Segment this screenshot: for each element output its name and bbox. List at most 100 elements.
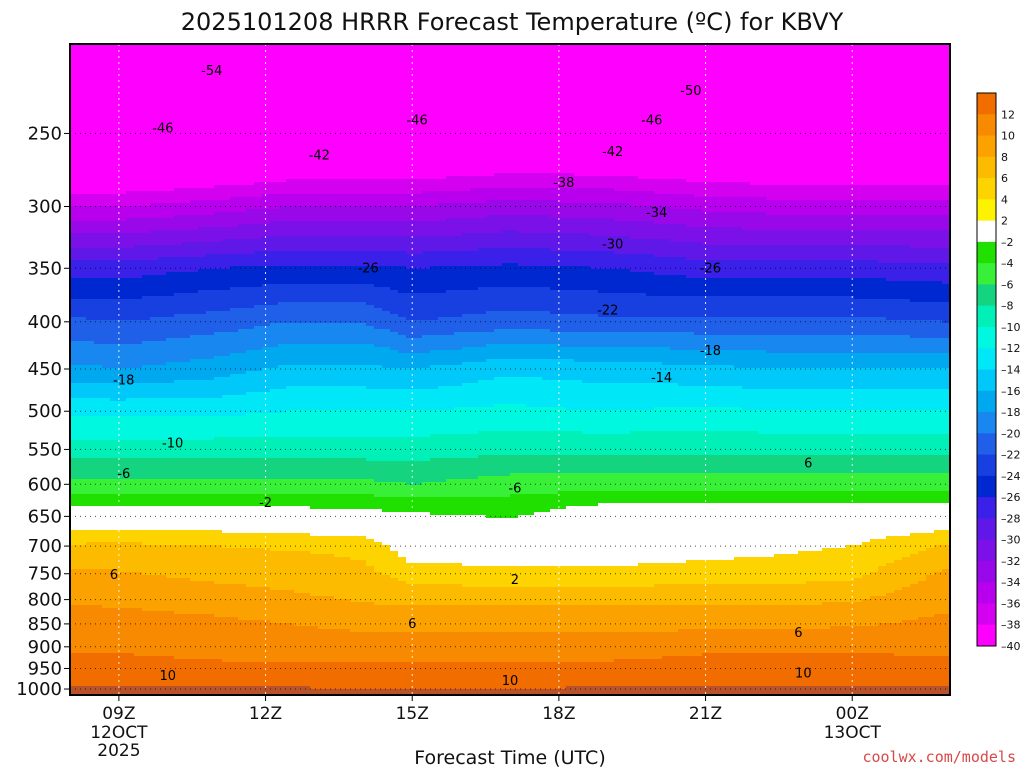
temperature-cell xyxy=(86,305,95,309)
temperature-cell xyxy=(78,416,87,420)
temperature-cell xyxy=(86,119,95,123)
temperature-cell xyxy=(86,587,95,591)
temperature-cell xyxy=(94,191,103,195)
plot-area xyxy=(70,44,950,695)
temperature-cell xyxy=(94,254,103,258)
temperature-cell xyxy=(94,392,103,396)
temperature-cell xyxy=(86,146,95,150)
temperature-cell xyxy=(94,506,103,510)
temperature-cell xyxy=(78,320,87,324)
temperature-cell xyxy=(94,440,103,444)
temperature-cell xyxy=(78,425,87,429)
temperature-cell xyxy=(70,527,79,531)
temperature-cell xyxy=(78,659,87,663)
temperature-cell xyxy=(70,485,79,489)
temperature-cell xyxy=(94,347,103,351)
temperature-cell xyxy=(78,518,87,522)
temperature-cell xyxy=(78,281,87,285)
temperature-cell xyxy=(70,341,79,345)
temperature-cell xyxy=(86,662,95,666)
temperature-cell xyxy=(78,89,87,93)
temperature-cell xyxy=(94,98,103,102)
temperature-cell xyxy=(70,596,79,600)
temperature-cell xyxy=(94,443,103,447)
temperature-cell xyxy=(86,341,95,345)
temperature-cell xyxy=(78,593,87,597)
temperature-cell xyxy=(70,359,79,363)
temperature-cell xyxy=(70,413,79,417)
temperature-cell xyxy=(70,494,79,498)
temperature-cell xyxy=(94,350,103,354)
temperature-cell xyxy=(86,611,95,615)
temperature-cell xyxy=(94,344,103,348)
temperature-cell xyxy=(86,92,95,96)
temperature-cell xyxy=(70,356,79,360)
temperature-cell xyxy=(94,221,103,225)
temperature-cell xyxy=(78,371,87,375)
temperature-cell xyxy=(86,536,95,540)
temperature-cell xyxy=(94,128,103,132)
temperature-cell xyxy=(94,503,103,507)
temperature-cell xyxy=(70,239,79,243)
temperature-cell xyxy=(78,383,87,387)
temperature-cell xyxy=(94,485,103,489)
temperature-cell xyxy=(70,482,79,486)
temperature-cell xyxy=(78,86,87,90)
temperature-cell xyxy=(86,44,95,48)
temperature-cell xyxy=(86,194,95,198)
temperature-cell xyxy=(86,446,95,450)
temperature-cell xyxy=(78,602,87,606)
temperature-cell xyxy=(78,68,87,72)
temperature-cell xyxy=(94,446,103,450)
temperature-cell xyxy=(70,179,79,183)
temperature-cell xyxy=(78,560,87,564)
temperature-cell xyxy=(70,572,79,576)
temperature-cell xyxy=(78,671,87,675)
temperature-cell xyxy=(78,236,87,240)
temperature-cell xyxy=(70,281,79,285)
temperature-cell xyxy=(94,299,103,303)
temperature-cell xyxy=(70,107,79,111)
temperature-cell xyxy=(86,653,95,657)
temperature-cell xyxy=(70,230,79,234)
temperature-cell xyxy=(94,422,103,426)
temperature-cell xyxy=(94,212,103,216)
temperature-cell xyxy=(94,206,103,210)
temperature-cell xyxy=(86,677,95,681)
temperature-cell xyxy=(78,113,87,117)
temperature-cell xyxy=(78,329,87,333)
temperature-cell xyxy=(78,545,87,549)
temperature-cell xyxy=(70,683,79,687)
temperature-cell xyxy=(70,242,79,246)
temperature-cell xyxy=(78,449,87,453)
temperature-cell xyxy=(86,197,95,201)
temperature-cell xyxy=(70,227,79,231)
temperature-cell xyxy=(94,467,103,471)
temperature-cell xyxy=(70,245,79,249)
temperature-cell xyxy=(86,632,95,636)
temperature-cell xyxy=(86,635,95,639)
temperature-cell xyxy=(78,272,87,276)
temperature-cell xyxy=(70,74,79,78)
temperature-cell xyxy=(86,209,95,213)
temperature-cell xyxy=(86,230,95,234)
temperature-cell xyxy=(78,359,87,363)
temperature-cell xyxy=(70,80,79,84)
temperature-cell xyxy=(94,521,103,525)
temperature-cell xyxy=(70,479,79,483)
temperature-cell xyxy=(70,587,79,591)
temperature-cell xyxy=(86,458,95,462)
temperature-cell xyxy=(94,365,103,369)
temperature-cell xyxy=(86,521,95,525)
temperature-cell xyxy=(86,383,95,387)
temperature-cell xyxy=(86,671,95,675)
temperature-cell xyxy=(86,683,95,687)
temperature-cell xyxy=(94,539,103,543)
temperature-cell xyxy=(70,104,79,108)
temperature-cell xyxy=(94,413,103,417)
temperature-cell xyxy=(70,368,79,372)
temperature-cell xyxy=(86,407,95,411)
temperature-cell xyxy=(94,167,103,171)
temperature-cell xyxy=(94,497,103,501)
